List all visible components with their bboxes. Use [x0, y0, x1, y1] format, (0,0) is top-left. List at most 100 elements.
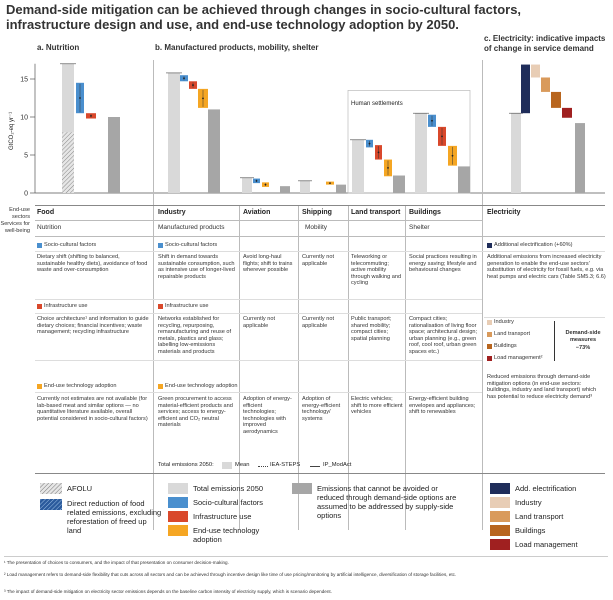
shipping-infra-text: Currently not applicable: [302, 316, 335, 329]
legend-industry: Industry: [515, 498, 542, 507]
buildings-infra-point: [441, 135, 443, 138]
land-transport-total-bar: [352, 139, 364, 193]
sector-buildings: Buildings: [409, 209, 441, 216]
aviation-tech-text: Adoption of energy-efficient technologie…: [243, 396, 292, 435]
shipping-supply-bar: [336, 184, 346, 193]
header-socio-food: Socio-cultural factors: [44, 242, 97, 248]
shipping-tech-text: Adoption of energy-efficient technology/…: [302, 396, 341, 422]
sector-land-transport: Land transport: [351, 209, 401, 216]
footnote-2: ² Load management refers to demand-side …: [4, 572, 457, 577]
header-infra: Infrastructure use: [165, 303, 209, 309]
buildings-tech-text: Energy-efficient building envelopes and …: [409, 396, 476, 416]
service-manufactured: Manufactured products: [158, 224, 225, 231]
y-tick-label: 0: [24, 191, 28, 198]
sector-electricity: Electricity: [487, 209, 521, 216]
land-transport-socio-point: [368, 142, 371, 145]
legend-infra: Infrastructure use: [193, 512, 252, 521]
legend-load: Load management: [515, 540, 578, 549]
aviation-tech-point: [264, 183, 267, 186]
header-socio: Socio-cultural factors: [165, 242, 218, 248]
header-infra-food: Infrastructure use: [44, 303, 88, 309]
iea-steps-label: IEA-STEPS: [270, 462, 301, 468]
y-axis-label: GtCO₂-eq yr⁻¹: [9, 111, 15, 150]
legend-total: Total emissions 2050: [193, 484, 264, 493]
electricity-total-bar: [511, 113, 521, 193]
food-tech-text: Currently not estimates are not availabl…: [37, 396, 148, 422]
legend-supply: Emissions that cannot be avoided or redu…: [317, 484, 457, 520]
electricity-buildings-bar: [551, 91, 561, 108]
human-settlements-label: Human settlements: [351, 101, 403, 107]
sector-aviation: Aviation: [243, 209, 271, 216]
industry-socio-point: [183, 77, 185, 80]
food-socio-text: Dietary shift (shifting to balanced, sus…: [37, 254, 148, 274]
electricity-land-bar: [541, 77, 550, 92]
elec-legend-land: Land transport: [494, 331, 531, 337]
elec-reduce-text: Reduced emissions through demand-side mi…: [487, 374, 597, 400]
human-settlements-box: [347, 90, 471, 194]
food-afolu-bar: [62, 132, 74, 193]
shipping-total-bar: [300, 180, 310, 193]
dsm-value: −73%: [575, 345, 591, 351]
food-infra-text: Choice architecture¹ and information to …: [37, 316, 149, 336]
land-transport-supply-bar: [393, 175, 405, 193]
legend-socio: Socio-cultural factors: [193, 498, 264, 507]
land-tech-text: Electric vehicles; shift to more efficie…: [351, 396, 403, 416]
land-transport-infra-point: [377, 151, 380, 154]
legend-direct: Direct reduction of food related emissio…: [67, 499, 162, 535]
industry-total-bar: [168, 72, 180, 193]
buildings-socio-point: [431, 119, 433, 122]
elec-legend-industry: Industry: [494, 319, 514, 325]
service-nutrition: Nutrition: [37, 224, 62, 231]
electricity-add-elec-bar: [521, 64, 530, 114]
end-use-sectors-label: End-use sectors: [9, 207, 30, 220]
land-socio-text: Teleworking or telecommuting; active mob…: [351, 254, 402, 287]
shipping-socio-text: Currently not applicable: [302, 254, 335, 267]
buildings-socio-text: Social practices resulting in energy sav…: [409, 254, 477, 274]
food-infra-point: [90, 114, 92, 117]
aviation-socio-text: Avoid long-haul flights; shift to trains…: [243, 254, 293, 274]
industry-tech-text: Green procurement to access material-eff…: [158, 396, 233, 429]
panel-a-title: a. Nutrition: [37, 43, 80, 52]
ip-modact-label: IP_ModAct: [323, 462, 352, 468]
elec-add-text: Additional emissions from increased elec…: [487, 254, 606, 280]
industry-socio-text: Shift in demand towards sustainable cons…: [158, 254, 235, 280]
industry-tech-point: [202, 97, 204, 100]
legend-land: Land transport: [515, 512, 564, 521]
shipping-tech-point: [329, 182, 331, 185]
sector-industry: Industry: [158, 209, 186, 216]
header-tech-food: End-use technology adoption: [44, 383, 117, 389]
emissions-chart: 0 5 10 15: [20, 63, 605, 198]
legend-tech: End-use technology adoption: [193, 526, 260, 544]
buildings-supply-bar: [458, 166, 470, 193]
legend-add-elec: Add. electrification: [515, 484, 577, 493]
services-label: Services for well-being: [0, 221, 30, 234]
legend-afolu: AFOLU: [67, 484, 93, 493]
aviation-infra-text: Currently not applicable: [243, 316, 276, 329]
land-infra-text: Public transport; shared mobility; compa…: [351, 316, 392, 342]
buildings-infra-text: Compact cities; rationalisation of livin…: [409, 316, 478, 355]
total-emissions-label: Total emissions 2050:: [158, 462, 214, 468]
buildings-total-bar: [415, 113, 427, 193]
buildings-tech-point: [451, 154, 454, 157]
sector-shipping: Shipping: [302, 209, 332, 216]
sector-food: Food: [37, 209, 55, 216]
footnote-3: ³ The impact of demand-side mitigation o…: [4, 589, 332, 594]
food-socio-point: [79, 97, 81, 99]
electricity-supply-bar: [575, 123, 585, 193]
aviation-supply-bar: [280, 186, 290, 193]
service-shelter: Shelter: [409, 224, 430, 231]
aviation-socio-point: [255, 179, 258, 182]
industry-infra-text: Networks established for recycling, repu…: [158, 316, 232, 355]
electricity-load-bar: [562, 107, 572, 118]
land-transport-tech-point: [387, 167, 389, 169]
header-add-elec: Additional electrification (+60%): [494, 242, 573, 248]
electricity-industry-bar: [531, 64, 540, 78]
y-tick-label: 15: [20, 77, 28, 84]
aviation-total-bar: [242, 177, 252, 193]
y-tick-label: 5: [24, 153, 28, 160]
elec-legend-load: Load management²: [494, 355, 543, 361]
mean-label: Mean: [235, 462, 250, 468]
figure-title: Demand-side mitigation can be achieved t…: [6, 2, 522, 32]
dsm-label: Demand-side measures: [565, 330, 601, 343]
legend-swatches-food: [40, 483, 62, 510]
